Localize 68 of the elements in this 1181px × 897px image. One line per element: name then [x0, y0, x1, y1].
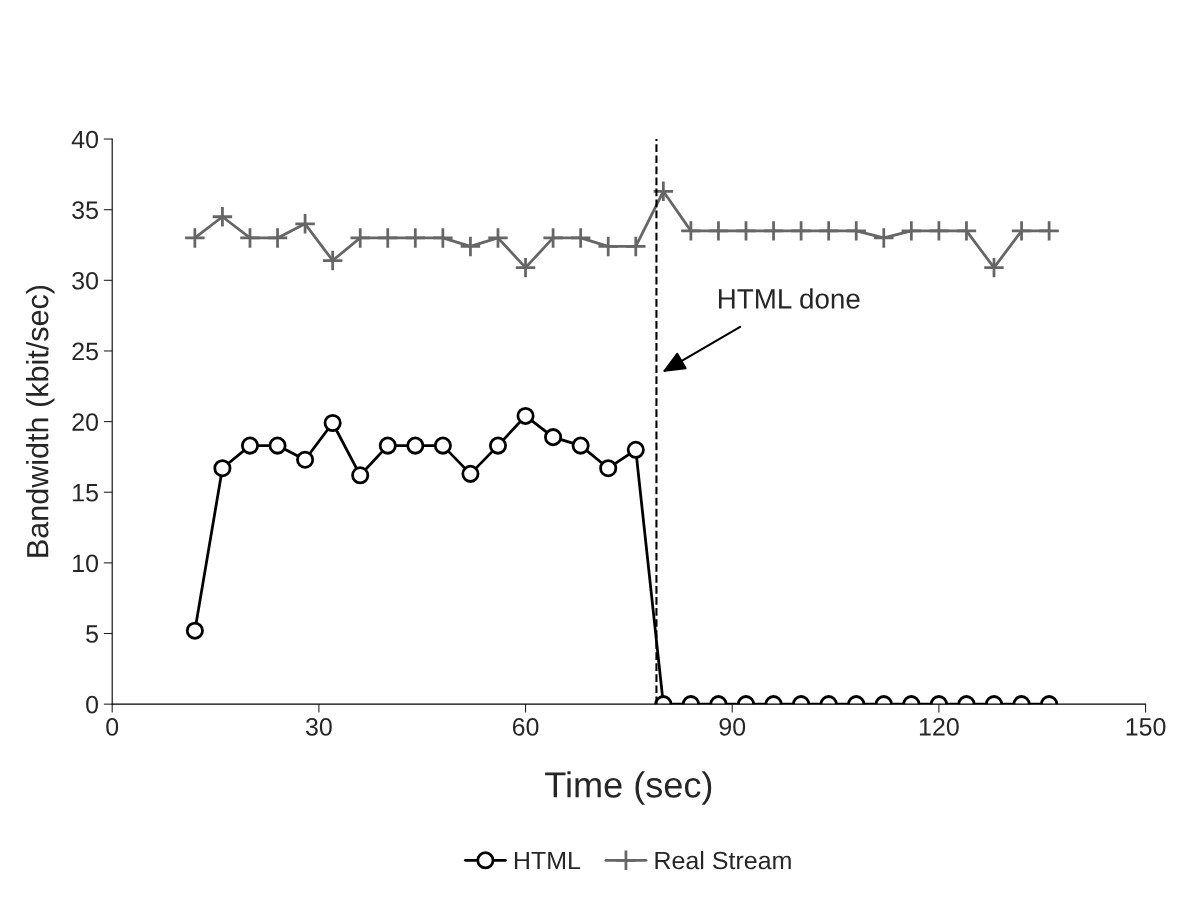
point [571, 436, 590, 455]
point [323, 413, 342, 433]
point [404, 226, 427, 250]
y-tick-label: 40 [71, 130, 99, 149]
point [652, 180, 675, 203]
point [321, 249, 344, 272]
point [569, 226, 592, 250]
point [486, 226, 510, 250]
point [679, 219, 702, 242]
legend-label: HTML [514, 851, 581, 870]
point [872, 226, 895, 250]
point [351, 466, 370, 485]
point [349, 226, 372, 250]
point [1038, 219, 1061, 242]
y-tick-label: 30 [72, 271, 99, 290]
y-tick-label: 10 [73, 554, 99, 573]
x-tick-label: 150 [1126, 718, 1166, 736]
point [541, 226, 565, 250]
x-tick-label: 90 [719, 718, 746, 736]
point [296, 450, 315, 469]
point [431, 226, 454, 250]
y-tick-label: 5 [86, 625, 98, 643]
point [845, 219, 868, 242]
point [183, 226, 206, 250]
y-tick-label: 20 [72, 413, 99, 431]
point [488, 436, 508, 455]
x-tick-label: 30 [305, 718, 332, 736]
point [982, 256, 1006, 279]
legend-label: Real Stream [655, 850, 791, 870]
point [514, 256, 537, 279]
point [461, 464, 480, 483]
y-tick-label: 15 [73, 484, 98, 502]
point [406, 436, 425, 455]
point [211, 205, 234, 228]
point [900, 219, 923, 242]
x-tick-label: 0 [106, 718, 119, 736]
point [790, 219, 813, 242]
point [516, 406, 535, 425]
y-tick-label: 25 [72, 342, 98, 361]
point [238, 226, 262, 250]
point [266, 226, 289, 250]
point [624, 235, 647, 258]
x-tick-label: 120 [919, 718, 959, 736]
point [1010, 219, 1033, 242]
point [268, 436, 287, 455]
y-tick-label: 0 [86, 695, 99, 714]
point [213, 459, 232, 478]
point [240, 436, 260, 455]
annotation: HTML done [719, 288, 860, 309]
point [599, 459, 618, 478]
point [544, 428, 563, 447]
point [734, 219, 758, 242]
point [927, 219, 951, 242]
y-tick-label: 35 [72, 201, 98, 219]
point [376, 226, 399, 250]
point [626, 440, 645, 459]
x-tick-label: 60 [512, 718, 539, 736]
point [433, 436, 452, 455]
point [459, 235, 482, 258]
point [707, 219, 730, 242]
x-axis-title: Time (sec) [545, 771, 712, 805]
point [597, 235, 620, 258]
point [955, 219, 978, 242]
point [378, 436, 397, 455]
point [817, 219, 840, 242]
y-axis-title: Bandwidth (kbit/sec) [26, 285, 55, 557]
point [293, 212, 317, 235]
point [762, 219, 785, 242]
